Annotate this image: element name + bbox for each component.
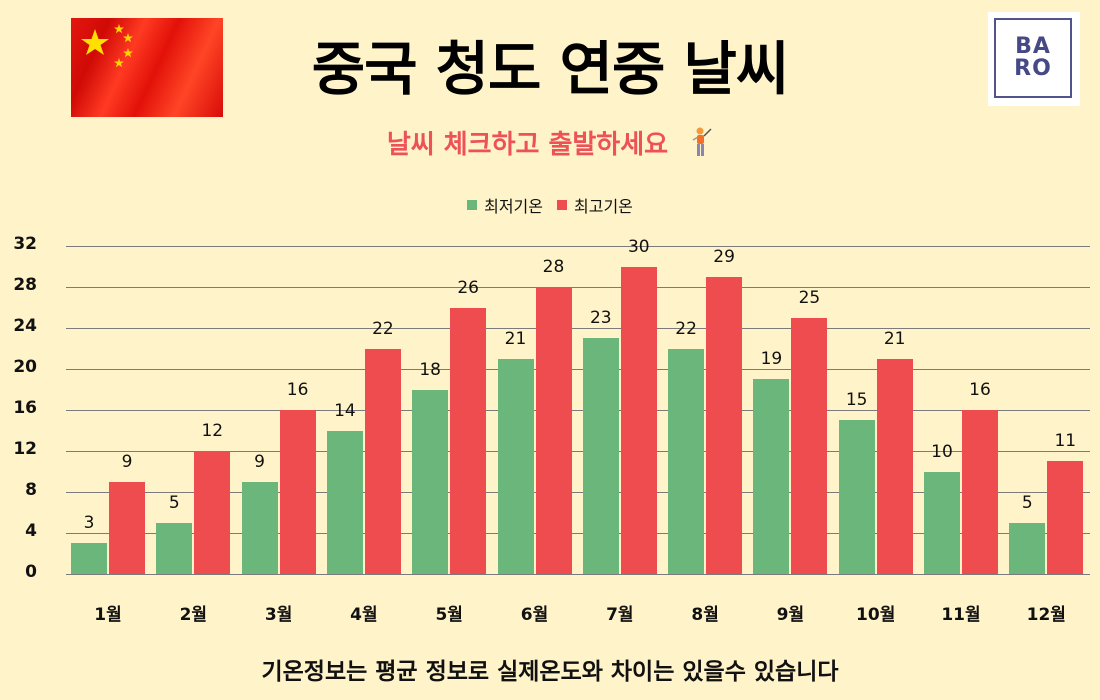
bar-high: [791, 317, 828, 574]
y-axis-tick: 24: [13, 316, 37, 336]
x-axis-label: 4월: [350, 605, 378, 625]
x-axis-label: 5월: [435, 605, 463, 625]
x-axis-label: 2월: [179, 605, 208, 625]
logo-line-2: RO: [1014, 56, 1052, 81]
bar-high: [194, 451, 231, 574]
bar-low: [838, 420, 875, 574]
bar-high: [279, 410, 316, 574]
y-axis-tick: 0: [25, 562, 37, 582]
data-label: 11: [1054, 431, 1077, 452]
data-label: 10: [931, 441, 953, 462]
x-axis-label: 11월: [941, 605, 981, 625]
bar-high: [876, 358, 913, 574]
bar-low: [71, 543, 107, 574]
bar-low: [412, 389, 449, 574]
data-label: 25: [798, 287, 821, 308]
legend-swatch-high: [557, 200, 567, 210]
bar-high: [706, 276, 743, 574]
data-label: 5: [1021, 492, 1033, 513]
data-label: 30: [627, 236, 650, 257]
chart-legend: 최저기온 최고기온: [0, 193, 1100, 217]
y-axis-tick: 28: [13, 275, 37, 295]
data-label: 28: [542, 257, 565, 277]
bar-low: [497, 358, 534, 574]
data-label: 22: [675, 318, 697, 339]
gridline: [66, 451, 1090, 452]
page-title: 중국 청도 연중 날씨: [311, 35, 789, 103]
bar-high: [962, 410, 998, 574]
bar-low: [326, 430, 363, 574]
gridline: [66, 533, 1090, 534]
bar-high: [109, 481, 145, 574]
y-axis-tick: 20: [13, 357, 37, 377]
data-label: 26: [457, 277, 479, 298]
gridline: [66, 287, 1090, 288]
bar-low: [753, 379, 790, 574]
subtitle-text: 날씨 체크하고 출발하세요: [386, 130, 669, 160]
x-axis-label: 3월: [264, 605, 293, 625]
bar-low: [924, 471, 960, 574]
china-flag-icon: [71, 18, 223, 117]
data-label: 23: [589, 308, 612, 329]
y-axis-tick: 4: [25, 521, 37, 541]
x-axis-label: 12월: [1026, 605, 1066, 625]
bar-high: [1047, 461, 1084, 574]
y-axis-tick: 8: [25, 480, 37, 500]
data-label: 22: [372, 318, 394, 339]
data-label: 21: [504, 328, 527, 349]
x-axis-label: 6월: [520, 605, 549, 625]
x-axis-label: 1월: [94, 605, 122, 625]
gridline: [66, 410, 1090, 411]
bar-low: [1009, 522, 1046, 574]
bar-high: [450, 307, 487, 574]
bar-low: [156, 522, 193, 574]
temperature-bar-chart: 0 4 8 12 16 20 24 28 32 3 9 1월 5 12 2월 9 16 3월 14 22 4월 18 26 5…: [0, 230, 1100, 630]
bar-high: [535, 287, 572, 574]
data-label: 12: [201, 421, 224, 441]
x-axis-label: 10월: [856, 605, 896, 625]
legend-label-high: 최고기온: [574, 197, 633, 216]
legend-swatch-low: [467, 200, 478, 210]
data-label: 9: [121, 451, 133, 472]
legend-label-low: 최저기온: [484, 197, 543, 216]
y-axis-tick: 16: [13, 398, 37, 418]
data-label: 9: [254, 451, 265, 472]
data-label: 3: [83, 513, 95, 534]
data-label: 16: [969, 380, 991, 400]
data-label: 16: [286, 380, 309, 400]
page-subtitle: 날씨 체크하고 출발하세요: [0, 124, 1100, 165]
y-axis-tick: 32: [13, 234, 37, 254]
y-axis-tick: 12: [13, 439, 37, 459]
footer-note: 기온정보는 평균 정보로 실제온도와 차이는 있을수 있습니다: [261, 659, 839, 685]
data-label: 5: [168, 492, 180, 513]
gridline: [66, 246, 1090, 247]
data-label: 18: [419, 359, 441, 380]
bar-low: [241, 481, 278, 574]
gridline: [66, 492, 1090, 493]
baro-logo: BA RO: [988, 12, 1080, 106]
gridline: [66, 328, 1090, 329]
gridline: [66, 369, 1090, 370]
data-label: 29: [713, 246, 735, 267]
legend-item-high: 최고기온: [557, 193, 633, 217]
golfer-icon: [691, 126, 713, 165]
logo-line-1: BA: [1015, 34, 1051, 59]
bar-high: [620, 266, 657, 574]
x-axis-label: 7월: [606, 605, 634, 625]
data-label: 21: [883, 328, 906, 349]
data-label: 19: [760, 349, 783, 370]
x-axis-label: 9월: [776, 605, 805, 625]
bar-high: [364, 348, 401, 574]
data-label: 14: [334, 400, 356, 421]
legend-item-low: 최저기온: [467, 193, 543, 217]
data-label: 15: [845, 390, 868, 411]
bar-low: [582, 338, 619, 574]
bar-low: [668, 348, 705, 574]
x-axis-label: 8월: [691, 605, 719, 625]
gridline: [66, 574, 1090, 575]
